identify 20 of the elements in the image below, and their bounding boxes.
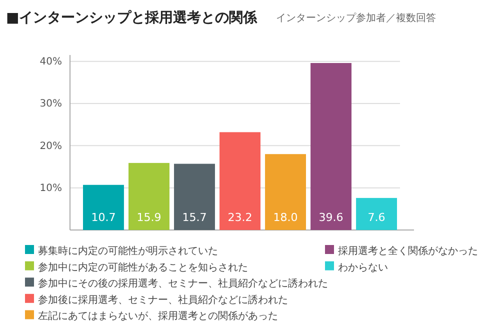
y-tick-label: 40%	[40, 56, 62, 68]
data-label: 18.0	[273, 211, 298, 224]
data-label: 7.6	[368, 211, 386, 224]
legend-label: 参加中にその後の採用選考、セミナー、社員紹介などに誘われた	[38, 278, 328, 290]
legend-label: 左記にあてはまらないが、採用選考との関係があった	[38, 310, 278, 322]
legend-label: 参加後に採用選考、セミナー、社員紹介などに誘われた	[38, 294, 288, 306]
y-tick-label: 20%	[40, 140, 62, 152]
y-tick-label: 30%	[40, 98, 62, 110]
y-tick-label: 10%	[40, 183, 62, 194]
legend-label: 参加中に内定の可能性があることを知らされた	[38, 261, 248, 274]
legend-label: 募集時に内定の可能性が明示されていた	[38, 245, 218, 257]
data-label: 39.6	[318, 211, 344, 224]
legend-label: わからない	[338, 262, 388, 274]
chart-title: ■インターンシップと採用選考との関係	[6, 9, 258, 26]
data-label: 15.9	[136, 211, 162, 224]
data-label: 10.7	[91, 211, 116, 224]
chart-subtitle: インターンシップ参加者／複数回答	[276, 12, 436, 24]
data-label: 15.7	[182, 211, 207, 224]
legend-label: 採用選考と全く関係がなかった	[338, 245, 478, 257]
data-label: 23.2	[228, 211, 252, 224]
